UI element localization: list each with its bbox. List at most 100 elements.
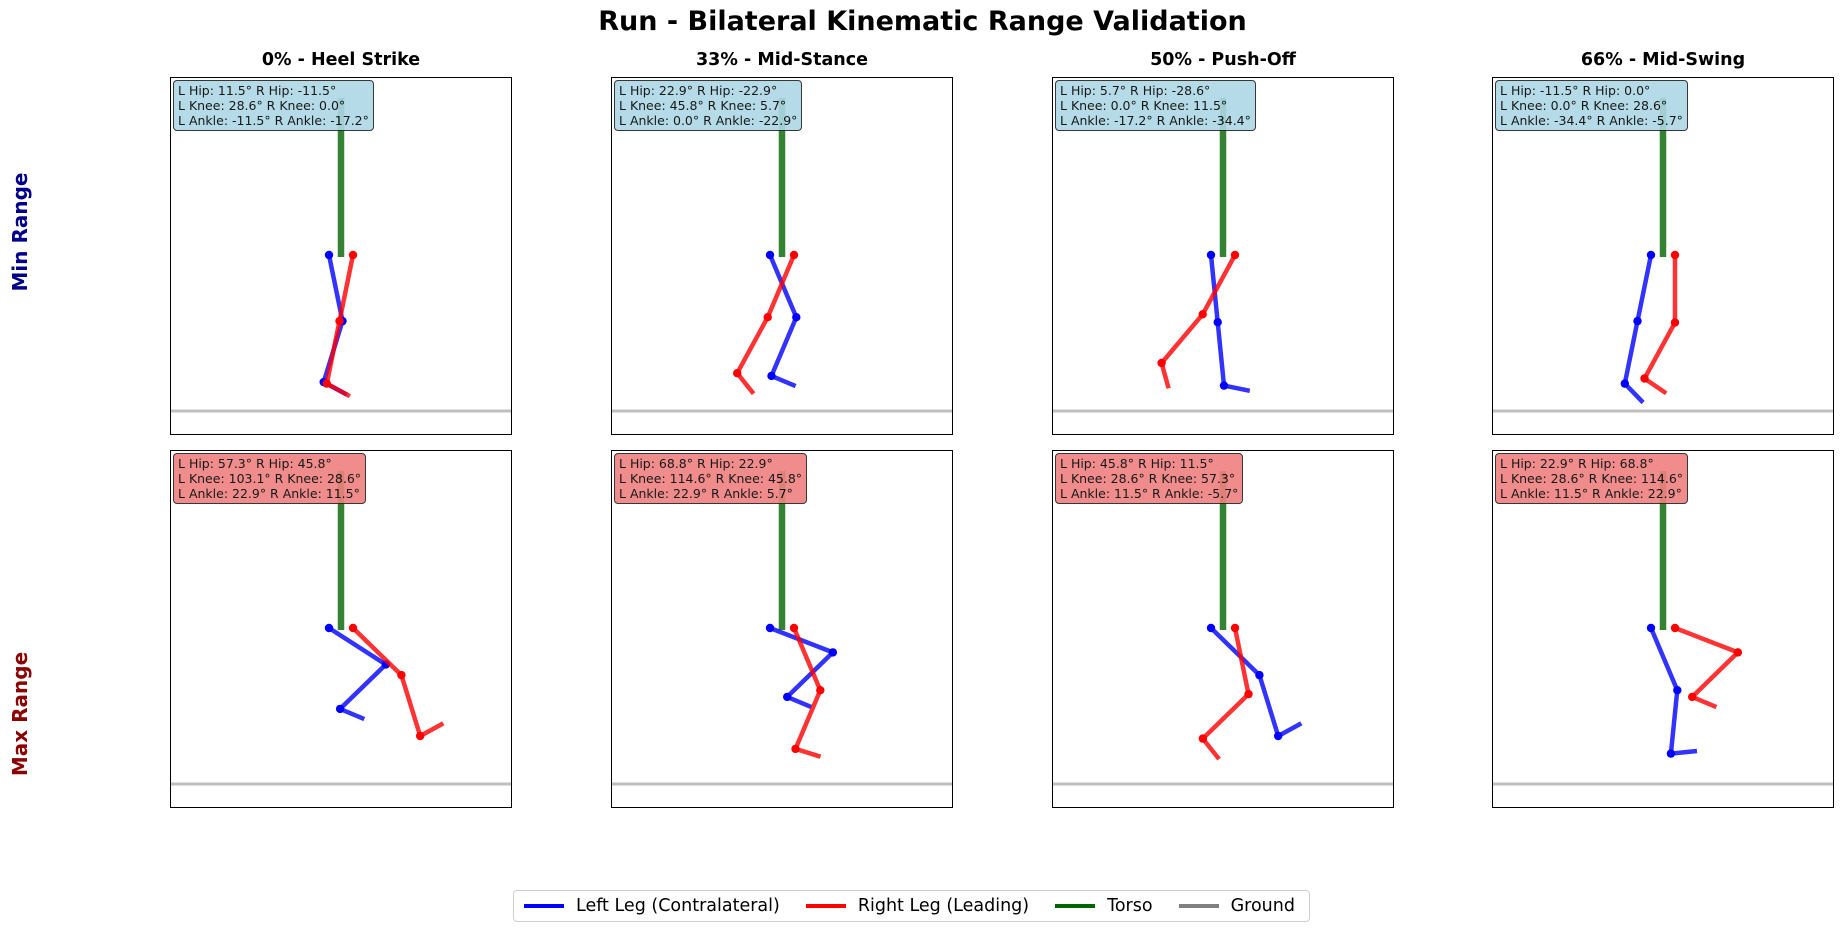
ankle-angles: L Ankle: -34.4° R Ankle: -5.7° xyxy=(1500,113,1683,128)
hip-angles: L Hip: -11.5° R Hip: 0.0° xyxy=(1500,83,1651,98)
ankle-angles: L Ankle: -11.5° R Ankle: -17.2° xyxy=(178,113,369,128)
right-leg-knee-joint xyxy=(1670,318,1680,327)
knee-angles: L Knee: 28.6° R Knee: 114.6° xyxy=(1500,471,1684,486)
legend-item-right-leg: Right Leg (Leading) xyxy=(805,896,1030,916)
left-leg-knee-joint xyxy=(1213,318,1222,327)
panel-max-mid-swing: L Hip: 22.9° R Hip: 68.8° L Knee: 28.6° … xyxy=(1492,450,1834,808)
left-leg-segments xyxy=(767,254,799,389)
right-leg-knee-joint xyxy=(1244,689,1253,699)
legend: Left Leg (Contralateral) Right Leg (Lead… xyxy=(513,890,1310,922)
ankle-angles: L Ankle: 0.0° R Ankle: -22.9° xyxy=(619,113,798,128)
right-leg-segments xyxy=(324,254,356,399)
knee-angles: L Knee: 28.6° R Knee: 0.0° xyxy=(178,98,346,113)
legend-swatch xyxy=(1178,904,1219,908)
left-leg-knee-joint xyxy=(828,648,838,657)
stick-figure-plot xyxy=(1053,98,1393,413)
legend-label: Left Leg (Contralateral) xyxy=(576,896,780,916)
panel-max-push-off: L Hip: 45.8° R Hip: 11.5° L Knee: 28.6° … xyxy=(1052,450,1394,808)
left-leg-ankle-joint xyxy=(335,704,345,714)
panel-max-mid-stance: L Hip: 68.8° R Hip: 22.9° L Knee: 114.6°… xyxy=(611,450,953,808)
right-leg-segments xyxy=(351,626,445,739)
right-leg-hip-joint xyxy=(348,623,358,633)
left-leg-ankle-joint xyxy=(1274,731,1283,741)
legend-label: Ground xyxy=(1230,896,1295,916)
left-leg-ankle-joint xyxy=(1620,379,1629,388)
left-leg-hip-joint xyxy=(1206,250,1216,260)
joint-angle-box: L Hip: 22.9° R Hip: -22.9° L Knee: 45.8°… xyxy=(614,80,803,131)
legend-label: Right Leg (Leading) xyxy=(857,896,1030,916)
hip-angles: L Hip: 45.8° R Hip: 11.5° xyxy=(1060,456,1214,471)
joint-angle-box: L Hip: 68.8° R Hip: 22.9° L Knee: 114.6°… xyxy=(614,453,808,504)
right-leg-ankle-joint xyxy=(1688,692,1697,702)
right-leg-knee-joint xyxy=(1198,310,1207,319)
panel-min-mid-swing: L Hip: -11.5° R Hip: 0.0° L Knee: 0.0° R… xyxy=(1492,77,1834,435)
right-leg-knee-joint xyxy=(1733,648,1743,657)
joint-angle-box: L Hip: 11.5° R Hip: -11.5° L Knee: 28.6°… xyxy=(173,80,374,131)
left-leg-knee-joint xyxy=(792,313,801,322)
left-leg-ankle-joint xyxy=(783,692,792,702)
right-leg-ankle-joint xyxy=(1198,734,1207,743)
column-title-mid-swing: 66% - Mid-Swing xyxy=(1580,50,1746,70)
stick-figure-plot xyxy=(1493,98,1833,413)
knee-angles: L Knee: 0.0° R Knee: 28.6° xyxy=(1500,98,1668,113)
right-leg-segments xyxy=(791,627,823,759)
right-leg-hip-joint xyxy=(1230,250,1240,260)
left-leg-ankle-joint xyxy=(767,371,776,381)
right-leg-knee-joint xyxy=(335,316,344,326)
right-leg-ankle-joint xyxy=(1157,358,1166,368)
hip-angles: L Hip: 22.9° R Hip: -22.9° xyxy=(619,83,778,98)
left-leg-segments xyxy=(1648,627,1698,756)
right-leg-hip-joint xyxy=(789,623,799,633)
panel-max-heel-strike: L Hip: 57.3° R Hip: 45.8° L Knee: 103.1°… xyxy=(170,450,512,808)
ankle-angles: L Ankle: 11.5° R Ankle: 22.9° xyxy=(1500,486,1682,501)
left-leg-hip-joint xyxy=(1646,623,1656,633)
knee-angles: L Knee: 114.6° R Knee: 45.8° xyxy=(619,471,803,486)
right-leg-hip-joint xyxy=(1670,250,1680,260)
hip-angles: L Hip: 68.8° R Hip: 22.9° xyxy=(619,456,773,471)
column-title-push-off: 50% - Push-Off xyxy=(1150,50,1296,70)
right-leg-hip-joint xyxy=(1670,623,1680,633)
left-leg-hip-joint xyxy=(1646,250,1656,260)
column-title-mid-stance: 33% - Mid-Stance xyxy=(695,50,869,70)
joint-angle-box: L Hip: 45.8° R Hip: 11.5° L Knee: 28.6° … xyxy=(1055,453,1244,504)
right-leg-hip-joint xyxy=(789,250,799,260)
left-leg-hip-joint xyxy=(1206,623,1216,633)
joint-angle-box: L Hip: 5.7° R Hip: -28.6° L Knee: 0.0° R… xyxy=(1055,80,1256,131)
row-label-min: Min Range xyxy=(8,172,32,292)
right-leg-ankle-joint xyxy=(416,731,425,741)
left-leg-hip-joint xyxy=(765,250,775,260)
panel-min-heel-strike: L Hip: 11.5° R Hip: -11.5° L Knee: 28.6°… xyxy=(170,77,512,435)
left-leg-knee-joint xyxy=(1673,686,1682,695)
left-leg-segments xyxy=(1622,254,1654,405)
left-leg-knee-joint xyxy=(1255,670,1264,680)
joint-angle-box: L Hip: 22.9° R Hip: 68.8° L Knee: 28.6° … xyxy=(1495,453,1689,504)
right-leg-segments xyxy=(1159,253,1237,389)
left-leg-hip-joint xyxy=(324,250,334,260)
knee-angles: L Knee: 28.6° R Knee: 57.3° xyxy=(1060,471,1236,486)
stick-figure-plot xyxy=(1053,471,1393,786)
legend-item-left-leg: Left Leg (Contralateral) xyxy=(524,896,780,916)
legend-swatch xyxy=(805,904,846,908)
ankle-angles: L Ankle: -17.2° R Ankle: -34.4° xyxy=(1060,113,1251,128)
stick-figure-plot xyxy=(612,98,952,413)
hip-angles: L Hip: 5.7° R Hip: -28.6° xyxy=(1060,83,1211,98)
hip-angles: L Hip: 57.3° R Hip: 45.8° xyxy=(178,456,332,471)
right-leg-hip-joint xyxy=(1230,623,1240,633)
left-leg-segments xyxy=(1209,626,1303,739)
left-leg-hip-joint xyxy=(324,623,334,633)
ankle-angles: L Ankle: 22.9° R Ankle: 11.5° xyxy=(178,486,360,501)
right-leg-segments xyxy=(734,254,797,396)
right-leg-ankle-joint xyxy=(791,744,800,754)
ankle-angles: L Ankle: 11.5° R Ankle: -5.7° xyxy=(1060,486,1239,501)
right-leg-hip-joint xyxy=(348,250,358,260)
stick-figure-plot xyxy=(612,471,952,786)
right-leg-knee-joint xyxy=(763,313,772,322)
right-leg-segments xyxy=(1642,255,1678,396)
legend-label: Torso xyxy=(1107,896,1153,916)
panel-min-push-off: L Hip: 5.7° R Hip: -28.6° L Knee: 0.0° R… xyxy=(1052,77,1394,435)
left-leg-hip-joint xyxy=(765,623,775,633)
stick-figure-plot xyxy=(171,98,511,413)
stick-figure-plot xyxy=(171,471,511,786)
right-leg-ankle-joint xyxy=(733,369,742,378)
right-leg-ankle-joint xyxy=(1640,374,1649,383)
